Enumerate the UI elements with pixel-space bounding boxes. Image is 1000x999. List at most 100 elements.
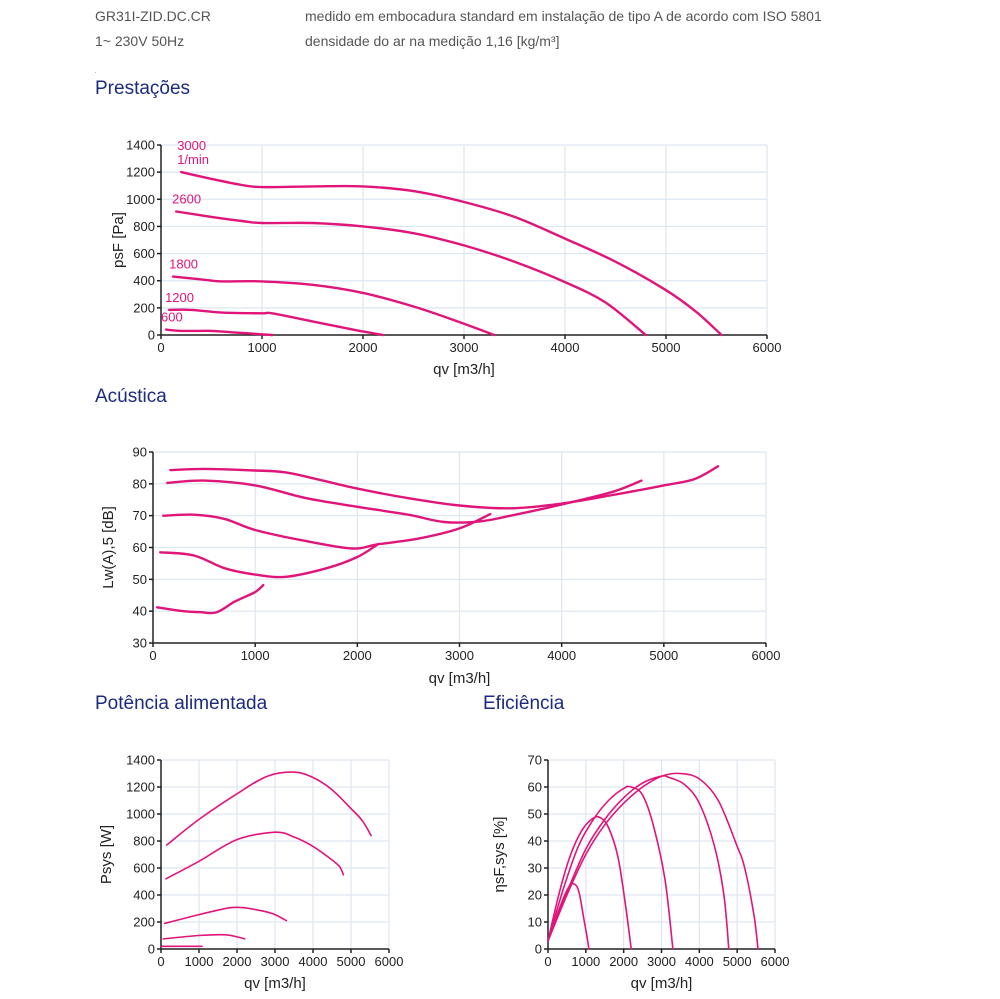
- acoustics-grid: [153, 451, 767, 643]
- x-tick-label: 0: [157, 340, 164, 355]
- x-tick-label: 3000: [445, 648, 474, 663]
- y-tick-label: 90: [133, 445, 147, 460]
- efficiency-series-3000: [547, 772, 759, 950]
- y-tick-label: 40: [528, 834, 542, 849]
- performance-series-2600: [175, 210, 647, 337]
- acoustics-x-axis-label: qv [m3/h]: [429, 670, 491, 687]
- x-tick-label: 0: [149, 648, 156, 663]
- performance-series-1800: [171, 275, 496, 337]
- power-grid: [161, 759, 390, 949]
- performance-series-3000: [180, 170, 723, 337]
- x-tick-label: 1000: [248, 340, 277, 355]
- x-tick-label: 0: [544, 954, 551, 969]
- performance-grid: [161, 144, 768, 335]
- y-tick-label: 40: [133, 604, 147, 619]
- acoustics-series-1800: [162, 512, 492, 550]
- curve-speed-label: 1/min: [177, 152, 209, 167]
- power-x-axis-label: qv [m3/h]: [244, 975, 306, 992]
- curve-speed-label: 1800: [169, 257, 198, 272]
- y-tick-label: 50: [528, 807, 542, 822]
- curve-speed-label: 3000: [177, 138, 206, 153]
- x-tick-label: 3000: [647, 954, 676, 969]
- power-title: Potência alimentada: [95, 693, 268, 714]
- acoustics-series-3000: [169, 465, 720, 510]
- curve-speed-label: 2600: [172, 192, 201, 207]
- acoustics-title: Acústica: [95, 386, 167, 407]
- measurement-note: medido em embocadura standard em instala…: [305, 8, 822, 24]
- x-tick-label: 5000: [649, 648, 678, 663]
- y-tick-label: 600: [133, 246, 155, 261]
- y-tick-label: 600: [133, 861, 155, 876]
- y-tick-label: 80: [133, 476, 147, 491]
- y-tick-label: 1400: [126, 753, 155, 768]
- y-tick-label: 20: [528, 888, 542, 903]
- efficiency-series-2600: [547, 775, 730, 950]
- x-tick-label: 4000: [299, 954, 328, 969]
- x-tick-label: 5000: [652, 340, 681, 355]
- power-series-2600: [165, 831, 345, 880]
- y-tick-label: 0: [148, 328, 155, 343]
- x-tick-label: 4000: [547, 648, 576, 663]
- x-tick-label: 4000: [551, 340, 580, 355]
- x-tick-label: 6000: [752, 648, 781, 663]
- performance-x-axis-label: qv [m3/h]: [433, 361, 495, 378]
- power-series-3000: [165, 771, 372, 846]
- y-tick-label: 60: [133, 540, 147, 555]
- y-tick-label: 30: [528, 861, 542, 876]
- efficiency-x-axis-label: qv [m3/h]: [631, 975, 693, 992]
- x-tick-label: 2000: [343, 648, 372, 663]
- x-tick-label: 5000: [337, 954, 366, 969]
- x-tick-label: 4000: [685, 954, 714, 969]
- x-tick-label: 0: [157, 954, 164, 969]
- power-series-1200: [162, 933, 246, 940]
- y-tick-label: 1200: [126, 780, 155, 795]
- performance-title: Prestações: [95, 78, 191, 99]
- x-tick-label: 3000: [450, 340, 479, 355]
- y-tick-label: 800: [133, 219, 155, 234]
- efficiency-series-600: [547, 882, 590, 950]
- y-tick-label: 50: [133, 572, 147, 587]
- performance-series-1200: [167, 308, 385, 337]
- x-tick-label: 2000: [609, 954, 638, 969]
- x-tick-label: 2000: [223, 954, 252, 969]
- efficiency-title: Eficiência: [483, 693, 565, 714]
- separator-dot: [95, 72, 96, 73]
- curve-speed-label: 600: [161, 310, 183, 325]
- performance-y-axis-label: psF [Pa]: [110, 212, 127, 268]
- y-tick-label: 400: [133, 888, 155, 903]
- curve-speed-label: 1200: [165, 290, 194, 305]
- y-tick-label: 0: [148, 942, 155, 957]
- density-note: densidade do ar na medição 1,16 [kg/m³]: [305, 33, 560, 49]
- power-y-axis-label: Psys [W]: [98, 825, 115, 884]
- y-tick-label: 30: [133, 636, 147, 651]
- y-tick-label: 1000: [126, 807, 155, 822]
- y-tick-label: 1000: [126, 192, 155, 207]
- y-tick-label: 1400: [126, 138, 155, 153]
- efficiency-y-axis-label: ηsF,sys [%]: [491, 817, 508, 893]
- x-tick-label: 2000: [349, 340, 378, 355]
- y-tick-label: 400: [133, 273, 155, 288]
- x-tick-label: 1000: [185, 954, 214, 969]
- y-tick-label: 1200: [126, 165, 155, 180]
- x-tick-label: 1000: [241, 648, 270, 663]
- y-tick-label: 70: [133, 508, 147, 523]
- efficiency-series-1200: [547, 815, 632, 950]
- supply-label: 1~ 230V 50Hz: [95, 33, 185, 49]
- efficiency-grid: [548, 759, 776, 949]
- acoustics-y-axis-label: Lw(A),5 [dB]: [100, 506, 117, 589]
- y-tick-label: 10: [528, 915, 542, 930]
- y-tick-label: 200: [133, 300, 155, 315]
- x-tick-label: 6000: [761, 954, 790, 969]
- y-tick-label: 60: [528, 780, 542, 795]
- performance-series-600: [164, 328, 274, 337]
- acoustics-series-600: [155, 583, 265, 615]
- x-tick-label: 6000: [375, 954, 404, 969]
- y-tick-label: 0: [535, 942, 542, 957]
- power-series-1800: [164, 906, 288, 925]
- y-tick-label: 800: [133, 834, 155, 849]
- acoustics-series-2600: [166, 479, 643, 524]
